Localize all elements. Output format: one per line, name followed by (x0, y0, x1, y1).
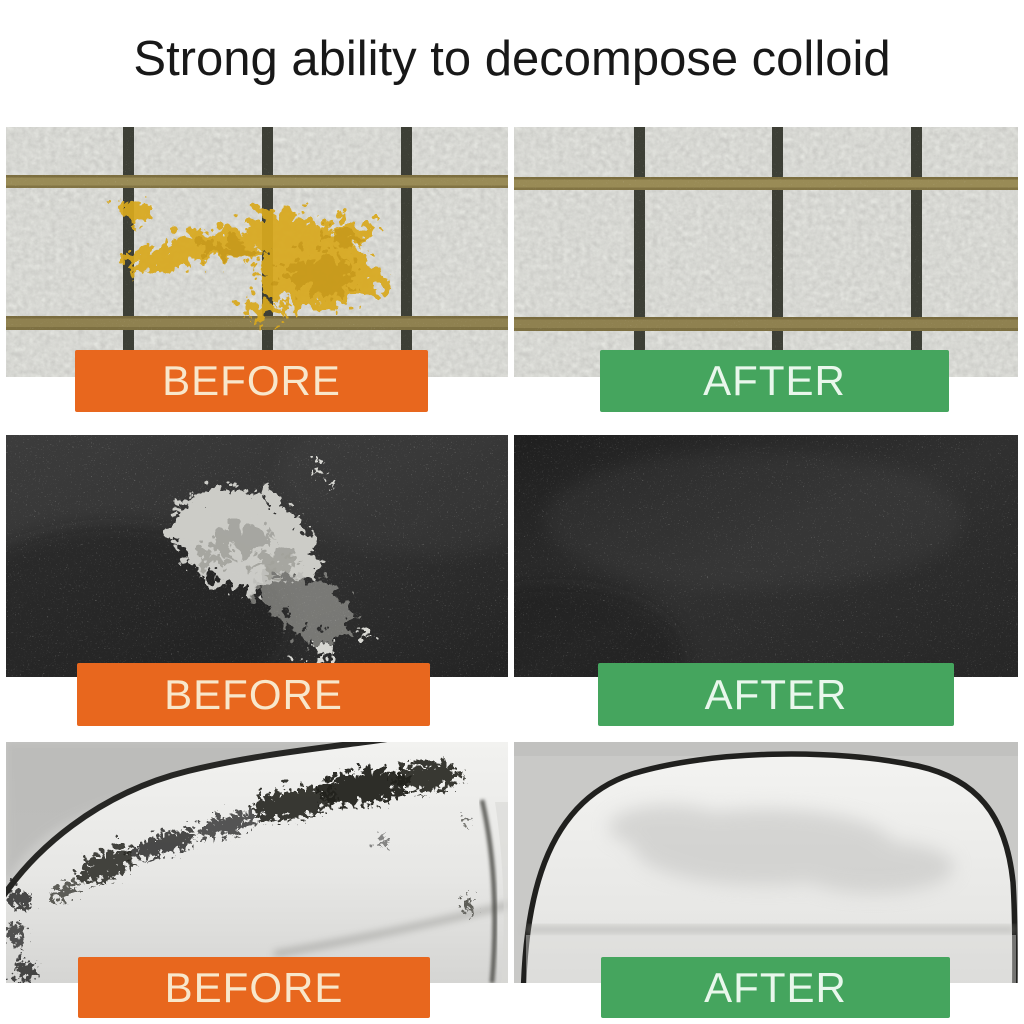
after-badge-row2: AFTER (598, 663, 954, 726)
stone-ground-after-photo (514, 435, 1018, 677)
after-badge-row1: AFTER (600, 350, 949, 412)
after-badge-row3: AFTER (601, 957, 950, 1018)
tile-wall-before-photo (6, 127, 508, 377)
tile-wall-after-photo (514, 127, 1018, 377)
before-badge-row1: BEFORE (75, 350, 428, 412)
before-badge-row2: BEFORE (77, 663, 430, 726)
stone-ground-before-photo (6, 435, 508, 677)
car-mirror-before-photo (6, 742, 508, 983)
car-mirror-after-photo (514, 742, 1018, 983)
before-badge-row3: BEFORE (78, 957, 430, 1018)
page-title: Strong ability to decompose colloid (133, 32, 891, 86)
